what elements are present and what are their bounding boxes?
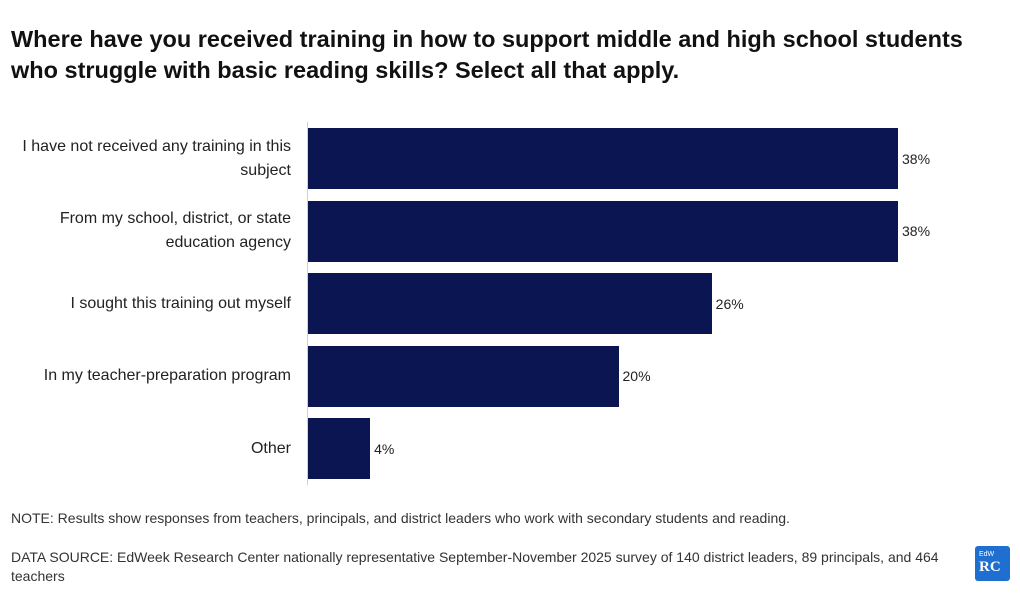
category-label: In my teacher-preparation program — [43, 367, 291, 384]
category-label: Other — [250, 439, 291, 457]
bar — [308, 128, 898, 189]
value-label: 20% — [622, 368, 651, 384]
category-label: I sought this training out myself — [70, 294, 291, 312]
category-label: From my school, district, or state educa… — [59, 210, 291, 251]
chart-title: Where have you received training in how … — [11, 26, 963, 83]
value-label: 38% — [902, 223, 931, 239]
bar — [308, 418, 371, 479]
source: DATA SOURCE: EdWeek Research Center nati… — [11, 549, 939, 584]
bar — [308, 345, 619, 407]
logo-small: EdW — [979, 551, 995, 558]
logo: EdW RC — [975, 546, 1010, 581]
value-label: 38% — [902, 150, 931, 167]
logo-large: RC — [979, 559, 1001, 575]
category-label: I have not received any training in this… — [22, 137, 291, 179]
bar — [308, 200, 898, 262]
axis-line — [307, 122, 308, 485]
bar — [308, 273, 712, 334]
note: NOTE: Results show responses from teache… — [11, 510, 790, 526]
value-label: 26% — [715, 295, 744, 312]
value-label: 4% — [374, 440, 395, 457]
